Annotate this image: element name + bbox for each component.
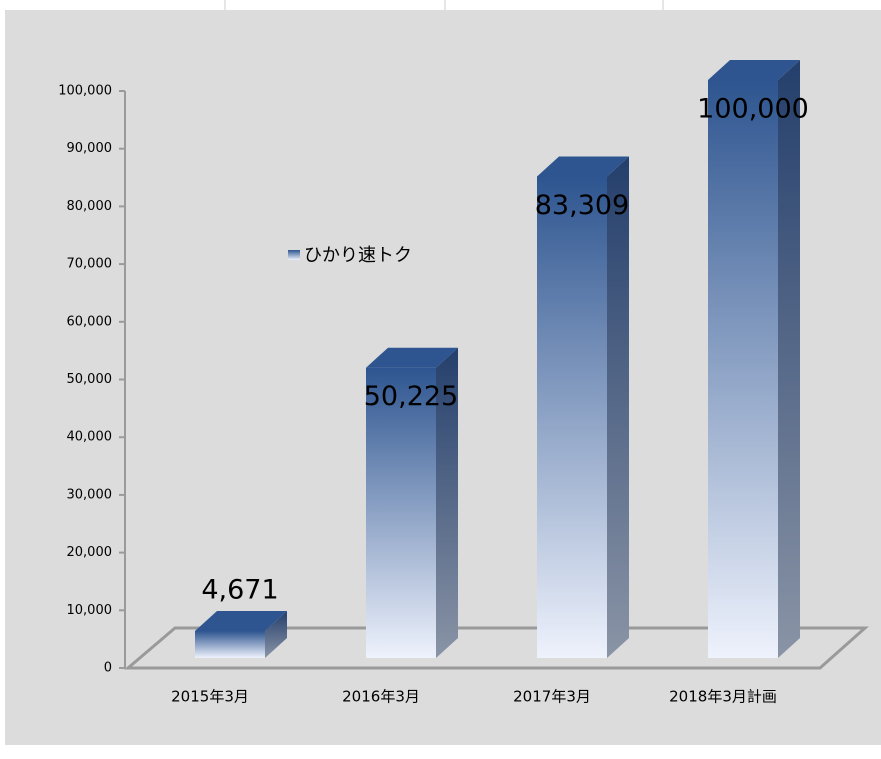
bar-top xyxy=(195,611,287,632)
value-label: 50,225 xyxy=(364,381,458,412)
y-tick-label: 20,000 xyxy=(67,545,113,560)
bar-top xyxy=(537,156,629,177)
y-tick-label: 90,000 xyxy=(67,141,113,156)
y-tick-label: 30,000 xyxy=(67,487,113,502)
y-tick-label: 80,000 xyxy=(67,199,113,214)
y-tick-label: 40,000 xyxy=(67,430,113,445)
bar-top xyxy=(366,347,458,368)
bar xyxy=(366,367,436,658)
y-tick-label: 60,000 xyxy=(67,314,113,329)
floor xyxy=(123,626,869,670)
bar xyxy=(195,631,265,658)
legend-swatch xyxy=(288,250,300,260)
x-tick-label: 2017年3月 xyxy=(513,688,591,706)
bar-side xyxy=(436,347,458,658)
y-tick-label: 100,000 xyxy=(58,84,112,99)
x-tick-label: 2016年3月 xyxy=(342,688,420,706)
y-tick-label: 50,000 xyxy=(67,372,113,387)
bar-side xyxy=(778,60,800,658)
value-label: 100,000 xyxy=(697,94,809,125)
x-tick-label: 2015年3月 xyxy=(171,688,249,706)
bar-side xyxy=(265,611,287,658)
value-label: 4,671 xyxy=(201,575,278,606)
y-tick-label: 70,000 xyxy=(67,257,113,272)
bar xyxy=(537,176,607,658)
legend-label: ひかり速トク xyxy=(304,245,412,266)
top-strip xyxy=(224,0,664,10)
bar xyxy=(708,80,778,658)
bar-top xyxy=(708,60,800,80)
bar-side xyxy=(607,156,629,658)
y-tick-label: 10,000 xyxy=(67,603,113,618)
y-tick-label: 0 xyxy=(104,661,112,676)
x-tick-label: 2018年3月計画 xyxy=(669,688,777,706)
value-label: 83,309 xyxy=(535,190,629,221)
